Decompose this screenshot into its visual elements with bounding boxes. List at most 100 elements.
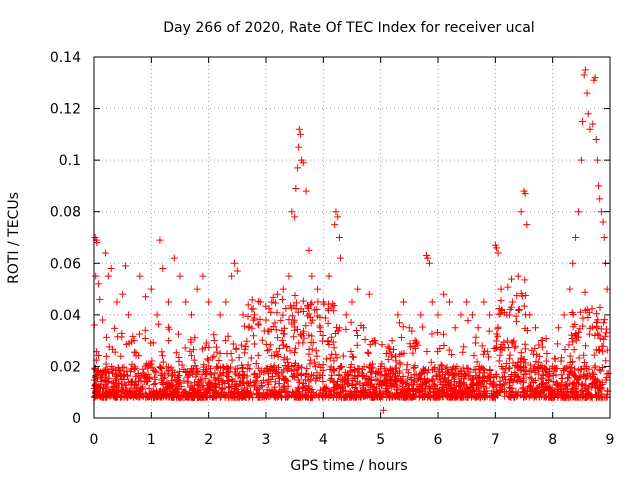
scatter-point (538, 361, 546, 369)
scatter-point (549, 362, 557, 370)
scatter-point (189, 365, 197, 373)
scatter-point (164, 384, 172, 392)
scatter-point (377, 362, 385, 370)
scatter-point (434, 311, 442, 319)
scatter-point (561, 381, 569, 389)
scatter-point (337, 254, 345, 262)
scatter-point (330, 378, 338, 386)
scatter-point (602, 329, 610, 337)
scatter-point (503, 389, 511, 397)
scatter-point (593, 383, 601, 391)
scatter-point (319, 378, 327, 386)
scatter-point (367, 373, 375, 381)
scatter-point (577, 388, 585, 396)
scatter-point (398, 334, 406, 342)
scatter-point (548, 384, 556, 392)
scatter-point (497, 297, 505, 305)
scatter-point (96, 295, 104, 303)
scatter-point (283, 364, 291, 372)
scatter-point (173, 388, 181, 396)
scatter-point (162, 381, 170, 389)
scatter-point (588, 323, 596, 331)
scatter-point (244, 301, 252, 309)
scatter-point (258, 382, 266, 390)
scatter-point (288, 363, 296, 371)
scatter-point (596, 195, 604, 203)
scatter-point (577, 308, 585, 316)
scatter-point (232, 382, 240, 390)
scatter-point (187, 311, 195, 319)
scatter-point (468, 380, 476, 388)
scatter-point (291, 392, 299, 400)
scatter-point (504, 343, 512, 351)
scatter-point (307, 339, 315, 347)
scatter-point (188, 382, 196, 390)
scatter-point (141, 389, 149, 397)
scatter-point (596, 347, 604, 355)
scatter-point (445, 298, 453, 306)
scatter-point (308, 386, 316, 394)
scatter-point (135, 330, 143, 338)
scatter-point (512, 312, 520, 320)
y-tick-label: 0.1 (59, 153, 81, 169)
scatter-point (164, 369, 172, 377)
scatter-point (91, 364, 99, 372)
scatter-point (278, 368, 286, 376)
scatter-point (447, 386, 455, 394)
scatter-point (331, 221, 339, 229)
scatter-point (178, 361, 186, 369)
scatter-point (228, 375, 236, 383)
scatter-point (589, 369, 597, 377)
scatter-point (231, 368, 239, 376)
scatter-point (545, 368, 553, 376)
scatter-point (535, 341, 543, 349)
scatter-point (141, 335, 149, 343)
scatter-point (575, 354, 583, 362)
scatter-point (216, 311, 224, 319)
scatter-point (274, 352, 282, 360)
scatter-point (464, 317, 472, 325)
scatter-point (262, 316, 270, 324)
scatter-point (254, 391, 262, 399)
scatter-point (262, 340, 270, 348)
scatter-point (509, 378, 517, 386)
scatter-point (293, 299, 301, 307)
scatter-point (572, 385, 580, 393)
scatter-point (290, 333, 298, 341)
scatter-point (112, 380, 120, 388)
scatter-point (472, 366, 480, 374)
scatter-point (205, 298, 213, 306)
scatter-point (533, 384, 541, 392)
scatter-point (144, 370, 152, 378)
scatter-point (366, 381, 374, 389)
scatter-point (288, 208, 296, 216)
scatter-point (277, 388, 285, 396)
scatter-point (252, 374, 260, 382)
scatter-point (387, 367, 395, 375)
scatter-point (391, 372, 399, 380)
scatter-point (302, 187, 310, 195)
scatter-point (444, 376, 452, 384)
scatter-point (333, 354, 341, 362)
scatter-point (319, 331, 327, 339)
scatter-point (111, 348, 119, 356)
scatter-point (269, 293, 277, 301)
scatter-point (440, 378, 448, 386)
scatter-point (520, 385, 528, 393)
scatter-point (271, 392, 279, 400)
scatter-point (563, 381, 571, 389)
scatter-point (557, 385, 565, 393)
scatter-point (111, 393, 119, 401)
scatter-point (200, 388, 208, 396)
scatter-point (416, 371, 424, 379)
scatter-point (574, 208, 582, 216)
scatter-point (517, 208, 525, 216)
scatter-point (440, 290, 448, 298)
scatter-point (339, 352, 347, 360)
scatter-point (486, 311, 494, 319)
scatter-point (291, 213, 299, 221)
scatter-point (344, 380, 352, 388)
scatter-point (408, 393, 416, 401)
scatter-point (245, 324, 253, 332)
scatter-point (496, 387, 504, 395)
